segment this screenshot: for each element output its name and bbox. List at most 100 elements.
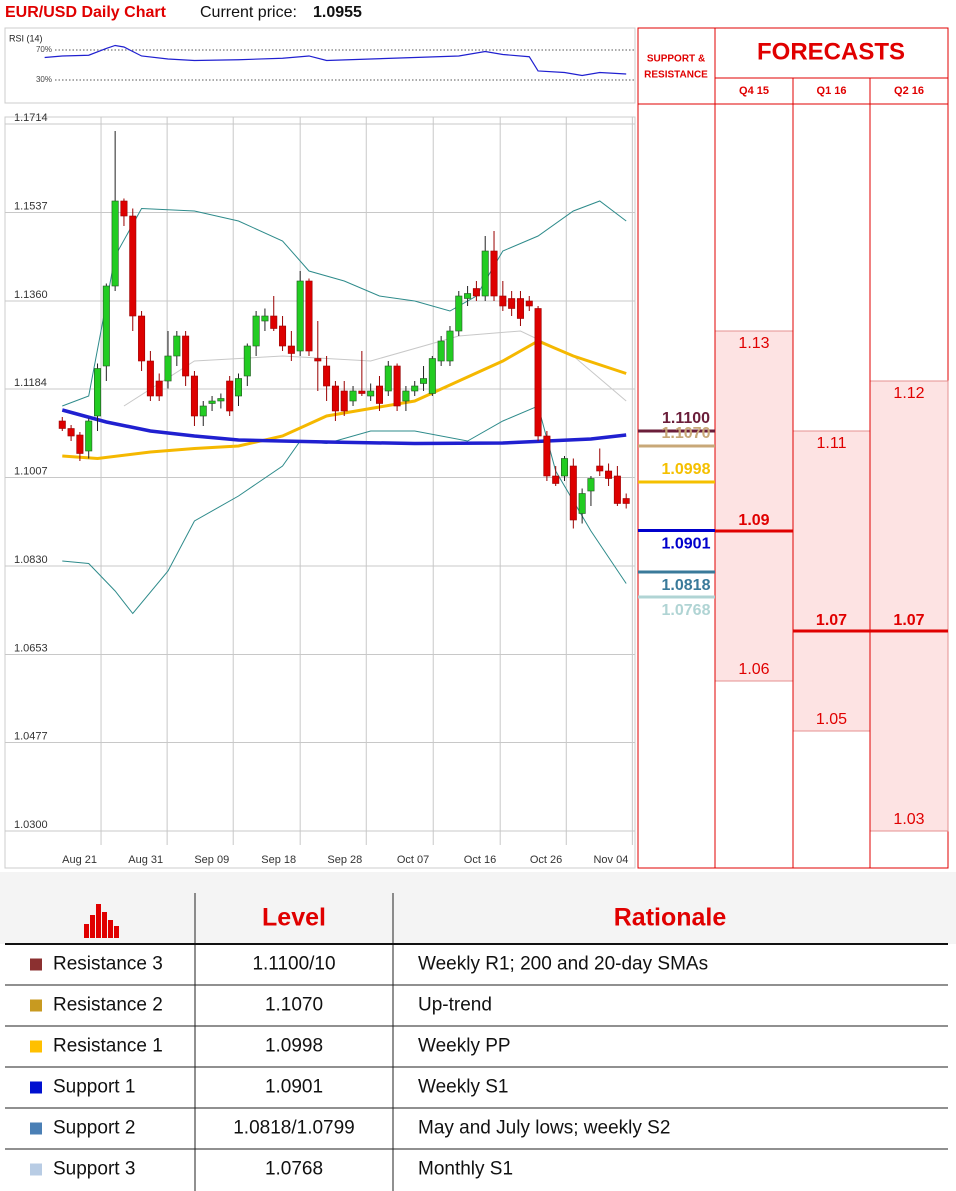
candle-body	[596, 465, 604, 472]
level-value: 1.1100/10	[252, 954, 335, 975]
candle-body	[234, 378, 242, 397]
candle-body	[323, 365, 331, 387]
candle-body	[367, 390, 375, 397]
level-name: Support 2	[53, 1118, 135, 1139]
table-frame	[0, 872, 956, 1191]
level-value: 1.0998	[265, 1036, 323, 1057]
candle-body	[305, 280, 313, 352]
level-name: Resistance 1	[53, 1036, 163, 1057]
candle-body	[578, 493, 586, 514]
legend-swatch	[30, 1163, 42, 1176]
candle-body	[138, 315, 146, 362]
level-value: 1.1070	[265, 995, 323, 1016]
candle-body	[402, 390, 410, 402]
candle-body	[129, 215, 137, 317]
candle-body	[243, 345, 251, 377]
level-name: Support 1	[53, 1077, 135, 1098]
candle-body	[437, 340, 445, 362]
x-tick-label: Nov 04	[593, 854, 628, 866]
candle-body	[428, 358, 436, 394]
candle-body	[561, 458, 569, 477]
forecast-high-label: 1.12	[893, 385, 924, 402]
legend-swatch	[30, 999, 42, 1012]
candle-body	[587, 478, 595, 492]
forecast-range	[869, 380, 949, 832]
level-label: 1.1070	[662, 425, 711, 442]
forecast-high-label: 1.13	[738, 335, 769, 352]
candle-body	[261, 315, 269, 322]
levels-title: RESISTANCE	[644, 70, 708, 81]
level-label: 1.0901	[662, 536, 711, 553]
forecast-low-label: 1.03	[893, 811, 924, 828]
forecast-low-label: 1.05	[816, 711, 847, 728]
candle-body	[420, 378, 428, 384]
x-tick-label: Oct 16	[464, 854, 496, 866]
y-tick-label: 1.1007	[14, 465, 48, 477]
level-value: 1.0901	[265, 1077, 323, 1098]
legend-swatch	[30, 1040, 42, 1053]
candle-body	[155, 380, 163, 397]
candle-body	[296, 280, 304, 352]
level-rationale: Up-trend	[418, 995, 492, 1016]
candle-body	[622, 498, 630, 504]
table-header-bg	[0, 872, 956, 944]
candle-body	[349, 390, 357, 402]
candle-body	[543, 435, 551, 477]
level-label: 1.0768	[662, 602, 711, 619]
table-header: Level	[262, 904, 326, 932]
candle-body	[393, 365, 401, 407]
x-tick-label: Aug 31	[128, 854, 163, 866]
rsi-tick-label: 70%	[36, 45, 52, 54]
rsi-title: RSI (14)	[9, 33, 43, 43]
candle-body	[569, 465, 577, 521]
indicator-line	[62, 200, 627, 407]
candle-body	[552, 475, 560, 484]
x-tick-label: Oct 07	[397, 854, 429, 866]
x-tick-label: Sep 09	[194, 854, 229, 866]
candle-body	[516, 298, 524, 319]
forecast-title: FORECASTS	[757, 38, 905, 65]
levels-title: SUPPORT &	[647, 54, 705, 65]
candle-body	[464, 293, 472, 299]
candle-body	[111, 200, 119, 287]
price-panel	[4, 116, 636, 869]
level-rationale: Monthly S1	[418, 1159, 513, 1180]
x-tick-label: Oct 26	[530, 854, 562, 866]
candle-body	[534, 308, 542, 437]
candle-body	[164, 355, 172, 382]
chart-title: EUR/USD Daily Chart	[5, 4, 167, 21]
level-label: 1.0998	[662, 461, 711, 478]
table-icon	[84, 904, 119, 938]
candle-body	[190, 375, 198, 417]
candle-body	[411, 385, 419, 392]
candle-body	[613, 475, 621, 504]
quarter-label: Q2 16	[894, 85, 924, 97]
y-tick-label: 1.0300	[14, 819, 48, 831]
indicator-line	[61, 408, 627, 446]
x-tick-label: Sep 28	[327, 854, 362, 866]
y-tick-label: 1.1184	[14, 377, 47, 389]
candle-body	[94, 368, 102, 417]
forecast-range	[792, 430, 871, 732]
rsi-line	[44, 44, 627, 77]
candle-body	[217, 398, 225, 402]
candle-body	[358, 390, 366, 394]
candle-body	[455, 295, 463, 332]
y-tick-label: 1.1714	[14, 112, 48, 124]
candle-body	[287, 345, 295, 354]
level-rationale: Weekly PP	[418, 1036, 511, 1057]
level-name: Resistance 2	[53, 995, 163, 1016]
level-name: Support 3	[53, 1159, 135, 1180]
candle-body	[490, 250, 498, 297]
legend-swatch	[30, 958, 42, 971]
forecast-mid-label: 1.07	[816, 612, 847, 629]
forecast-mid-label: 1.09	[738, 512, 769, 529]
forecast-range	[714, 330, 794, 682]
level-label: 1.1100	[662, 410, 710, 427]
legend-swatch	[30, 1081, 42, 1094]
table-header: Rationale	[614, 904, 727, 932]
level-label: 1.0818	[662, 577, 711, 594]
candle-body	[67, 428, 75, 437]
y-tick-label: 1.0477	[14, 730, 48, 742]
indicator-line	[62, 339, 627, 461]
